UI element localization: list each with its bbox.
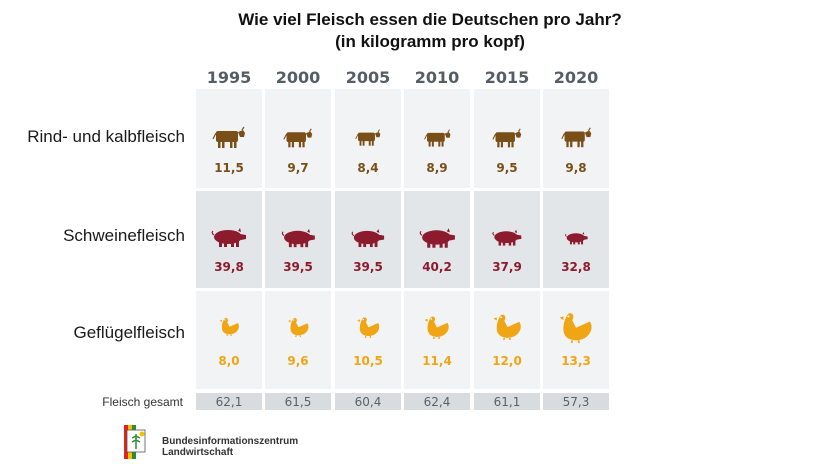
logo-text-line1: Bundesinformationszentrum bbox=[162, 436, 299, 447]
pig-icon bbox=[564, 231, 588, 244]
pig-icon bbox=[281, 228, 315, 247]
total-cell bbox=[404, 393, 470, 410]
data-label: 13,3 bbox=[561, 354, 591, 368]
chart-subtitle: (in kilogramm pro kopf) bbox=[335, 32, 525, 51]
data-label: 39,5 bbox=[353, 260, 383, 274]
total-value: 57,3 bbox=[562, 395, 590, 409]
data-label: 9,6 bbox=[287, 354, 309, 368]
total-value: 62,4 bbox=[423, 395, 451, 409]
year-header: 1995 bbox=[206, 68, 252, 87]
data-label: 8,0 bbox=[218, 354, 240, 368]
cow-icon bbox=[212, 126, 245, 148]
table-cell bbox=[543, 291, 609, 389]
pig-icon bbox=[211, 228, 246, 247]
cow-icon bbox=[283, 127, 313, 147]
series-label: Schweinefleisch bbox=[63, 226, 185, 245]
year-header: 2010 bbox=[414, 68, 460, 87]
chicken-icon bbox=[559, 312, 592, 343]
data-label: 40,2 bbox=[422, 260, 452, 274]
cow-icon bbox=[492, 127, 522, 147]
cow-icon bbox=[560, 127, 591, 148]
total-cell bbox=[543, 393, 609, 410]
data-label: 8,4 bbox=[357, 161, 379, 175]
year-header: 2020 bbox=[553, 68, 599, 87]
data-label: 11,5 bbox=[214, 161, 244, 175]
total-value: 61,1 bbox=[493, 395, 521, 409]
table-cell bbox=[265, 291, 331, 389]
data-label: 10,5 bbox=[353, 354, 383, 368]
table-cell bbox=[196, 291, 262, 389]
data-label: 32,8 bbox=[561, 260, 591, 274]
data-label: 12,0 bbox=[492, 354, 522, 368]
cow-icon bbox=[423, 128, 450, 147]
chicken-icon bbox=[219, 317, 239, 336]
chicken-icon bbox=[424, 315, 449, 339]
chicken-icon bbox=[287, 317, 308, 337]
chart-title: Wie viel Fleisch essen die Deutschen pro… bbox=[238, 10, 622, 29]
table-cell bbox=[404, 291, 470, 389]
chicken-icon bbox=[493, 314, 521, 340]
series-label: Geflügelfleisch bbox=[73, 323, 185, 342]
cow-icon bbox=[355, 129, 381, 146]
total-cell bbox=[196, 393, 262, 410]
year-header: 2000 bbox=[275, 68, 321, 87]
data-label: 37,9 bbox=[492, 260, 522, 274]
bzl-logo-icon bbox=[124, 425, 146, 459]
pig-icon bbox=[419, 227, 455, 248]
data-label: 39,8 bbox=[214, 260, 244, 274]
year-header: 2005 bbox=[345, 68, 391, 87]
chicken-icon bbox=[356, 316, 379, 338]
data-label: 8,9 bbox=[426, 161, 448, 175]
series-label: Rind- und kalbfleisch bbox=[27, 127, 185, 146]
data-label: 39,5 bbox=[283, 260, 313, 274]
total-cell bbox=[265, 393, 331, 410]
total-value: 61,5 bbox=[284, 395, 312, 409]
data-label: 9,5 bbox=[496, 161, 518, 175]
year-header: 2015 bbox=[484, 68, 530, 87]
total-value: 60,4 bbox=[354, 395, 382, 409]
total-cell bbox=[474, 393, 540, 410]
total-value: 62,1 bbox=[215, 395, 243, 409]
data-label: 11,4 bbox=[422, 354, 452, 368]
data-label: 9,7 bbox=[287, 161, 309, 175]
pig-icon bbox=[492, 229, 522, 246]
data-label: 9,8 bbox=[565, 161, 587, 175]
total-label: Fleisch gesamt bbox=[102, 395, 183, 409]
table-cell bbox=[474, 291, 540, 389]
bzl-logo bbox=[124, 425, 294, 459]
total-cell bbox=[335, 393, 401, 410]
logo-text-line2: Landwirtschaft bbox=[162, 447, 234, 458]
table-cell bbox=[335, 291, 401, 389]
pig-icon bbox=[351, 228, 385, 247]
